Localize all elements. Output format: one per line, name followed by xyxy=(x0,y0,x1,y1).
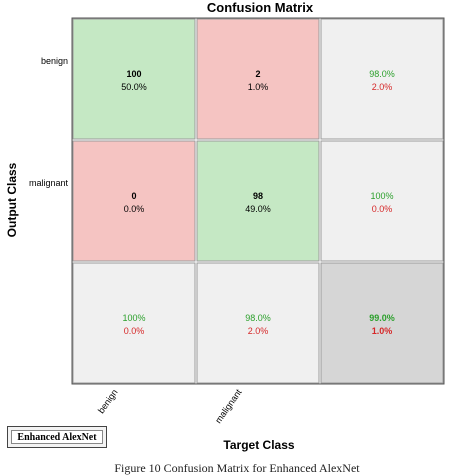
cell-percent-r1-c2: 0.0% xyxy=(372,204,393,214)
cell-value-r2-c2: 99.0% xyxy=(369,313,395,323)
matrix-cell-r2-c2 xyxy=(320,262,444,384)
chart-title: Confusion Matrix xyxy=(207,0,314,15)
cell-value-r2-c1: 98.0% xyxy=(245,313,271,323)
cell-percent-r2-c1: 2.0% xyxy=(248,326,269,336)
y-tick-benign: benign xyxy=(41,56,68,66)
cell-percent-r1-c1: 49.0% xyxy=(245,204,271,214)
model-name-badge: Enhanced AlexNet xyxy=(7,426,107,448)
matrix-cell-r1-c1 xyxy=(196,140,320,262)
cell-value-r1-c2: 100% xyxy=(370,191,393,201)
matrix-cell-r2-c0 xyxy=(72,262,196,384)
cell-percent-r0-c1: 1.0% xyxy=(248,82,269,92)
matrix-border xyxy=(71,17,445,385)
cell-percent-r2-c0: 0.0% xyxy=(124,326,145,336)
x-tick-malignant: malignant xyxy=(213,387,244,425)
model-name-label: Enhanced AlexNet xyxy=(11,430,103,444)
y-axis-label: Output Class xyxy=(5,162,19,237)
matrix-cell-r1-c0 xyxy=(72,140,196,262)
cell-value-r2-c0: 100% xyxy=(122,313,145,323)
cell-percent-r2-c2: 1.0% xyxy=(372,326,393,336)
cell-value-r1-c0: 0 xyxy=(131,191,136,201)
x-tick-benign: benign xyxy=(96,387,120,415)
matrix-cells: 100 50.0% 2 1.0% 98.0% 2.0% 0 0.0% 98 49.0% 100% 0.… xyxy=(71,17,445,385)
cell-value-r0-c0: 100 xyxy=(126,69,141,79)
cell-value-r0-c2: 98.0% xyxy=(369,69,395,79)
cell-percent-r1-c0: 0.0% xyxy=(124,204,145,214)
cell-percent-r0-c2: 2.0% xyxy=(372,82,393,92)
matrix-cell-r0-c0 xyxy=(72,18,196,140)
figure-caption: Figure 10 Confusion Matrix for Enhanced … xyxy=(114,462,360,475)
matrix-cell-r0-c2 xyxy=(320,18,444,140)
x-axis-label: Target Class xyxy=(223,438,294,452)
cell-value-r1-c1: 98 xyxy=(253,191,263,201)
matrix-cell-r2-c1 xyxy=(196,262,320,384)
y-tick-malignant: malignant xyxy=(29,178,69,188)
cell-percent-r0-c0: 50.0% xyxy=(121,82,147,92)
matrix-cell-r0-c1 xyxy=(196,18,320,140)
cell-value-r0-c1: 2 xyxy=(255,69,260,79)
matrix-cell-r1-c2 xyxy=(320,140,444,262)
